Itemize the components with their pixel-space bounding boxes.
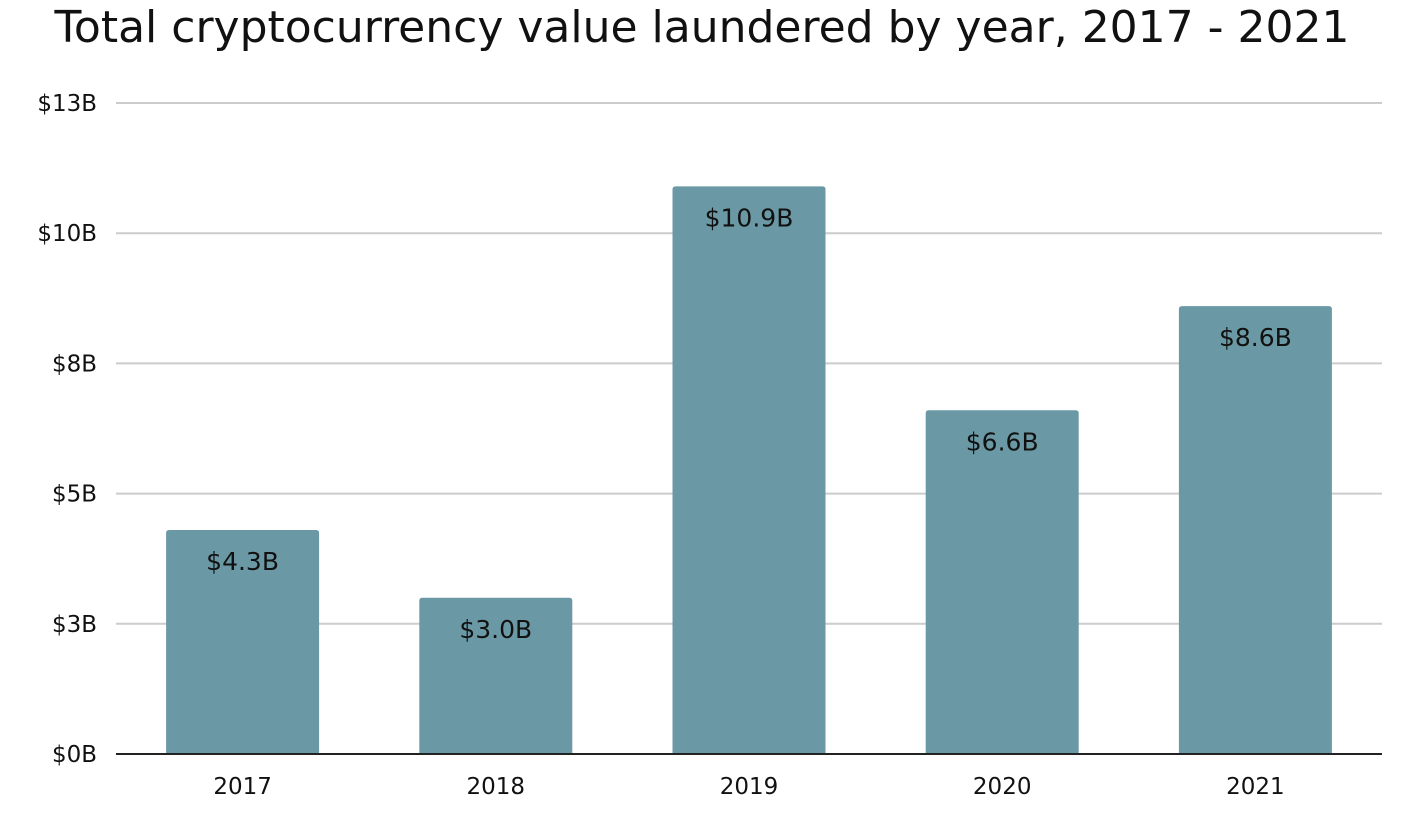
y-tick-label: $13B — [37, 91, 97, 117]
y-axis-tick-labels: $0B $3B $5B $8B $10B $13B — [37, 91, 97, 768]
bar-2018 — [419, 597, 573, 754]
bar-2017 — [166, 530, 320, 754]
bar-data-label: $8.6B — [1219, 323, 1292, 352]
y-tick-label: $10B — [37, 221, 97, 247]
bar-data-label: $10.9B — [705, 203, 794, 232]
y-tick-label: $0B — [52, 742, 97, 768]
bar-2020 — [925, 410, 1079, 754]
x-tick-label: 2019 — [720, 774, 779, 800]
bar-data-label: $6.6B — [966, 427, 1039, 456]
x-tick-label: 2017 — [213, 774, 272, 800]
bar-data-label: $3.0B — [459, 615, 532, 644]
chart-title: Total cryptocurrency value laundered by … — [54, 2, 1350, 53]
bar-2021 — [1178, 306, 1332, 754]
x-tick-label: 2021 — [1226, 774, 1285, 800]
y-tick-label: $5B — [52, 482, 97, 508]
bar-data-label: $4.3B — [206, 547, 279, 576]
bar-2019 — [672, 186, 826, 754]
bar-data-labels: $4.3B $3.0B $10.9B $6.6B $8.6B — [206, 203, 1292, 643]
x-axis-tick-labels: 2017 2018 2019 2020 2021 — [213, 774, 1284, 800]
x-tick-label: 2018 — [467, 774, 526, 800]
y-tick-label: $3B — [52, 612, 97, 638]
bars — [166, 186, 1332, 754]
y-tick-label: $8B — [52, 351, 97, 377]
x-tick-label: 2020 — [973, 774, 1032, 800]
